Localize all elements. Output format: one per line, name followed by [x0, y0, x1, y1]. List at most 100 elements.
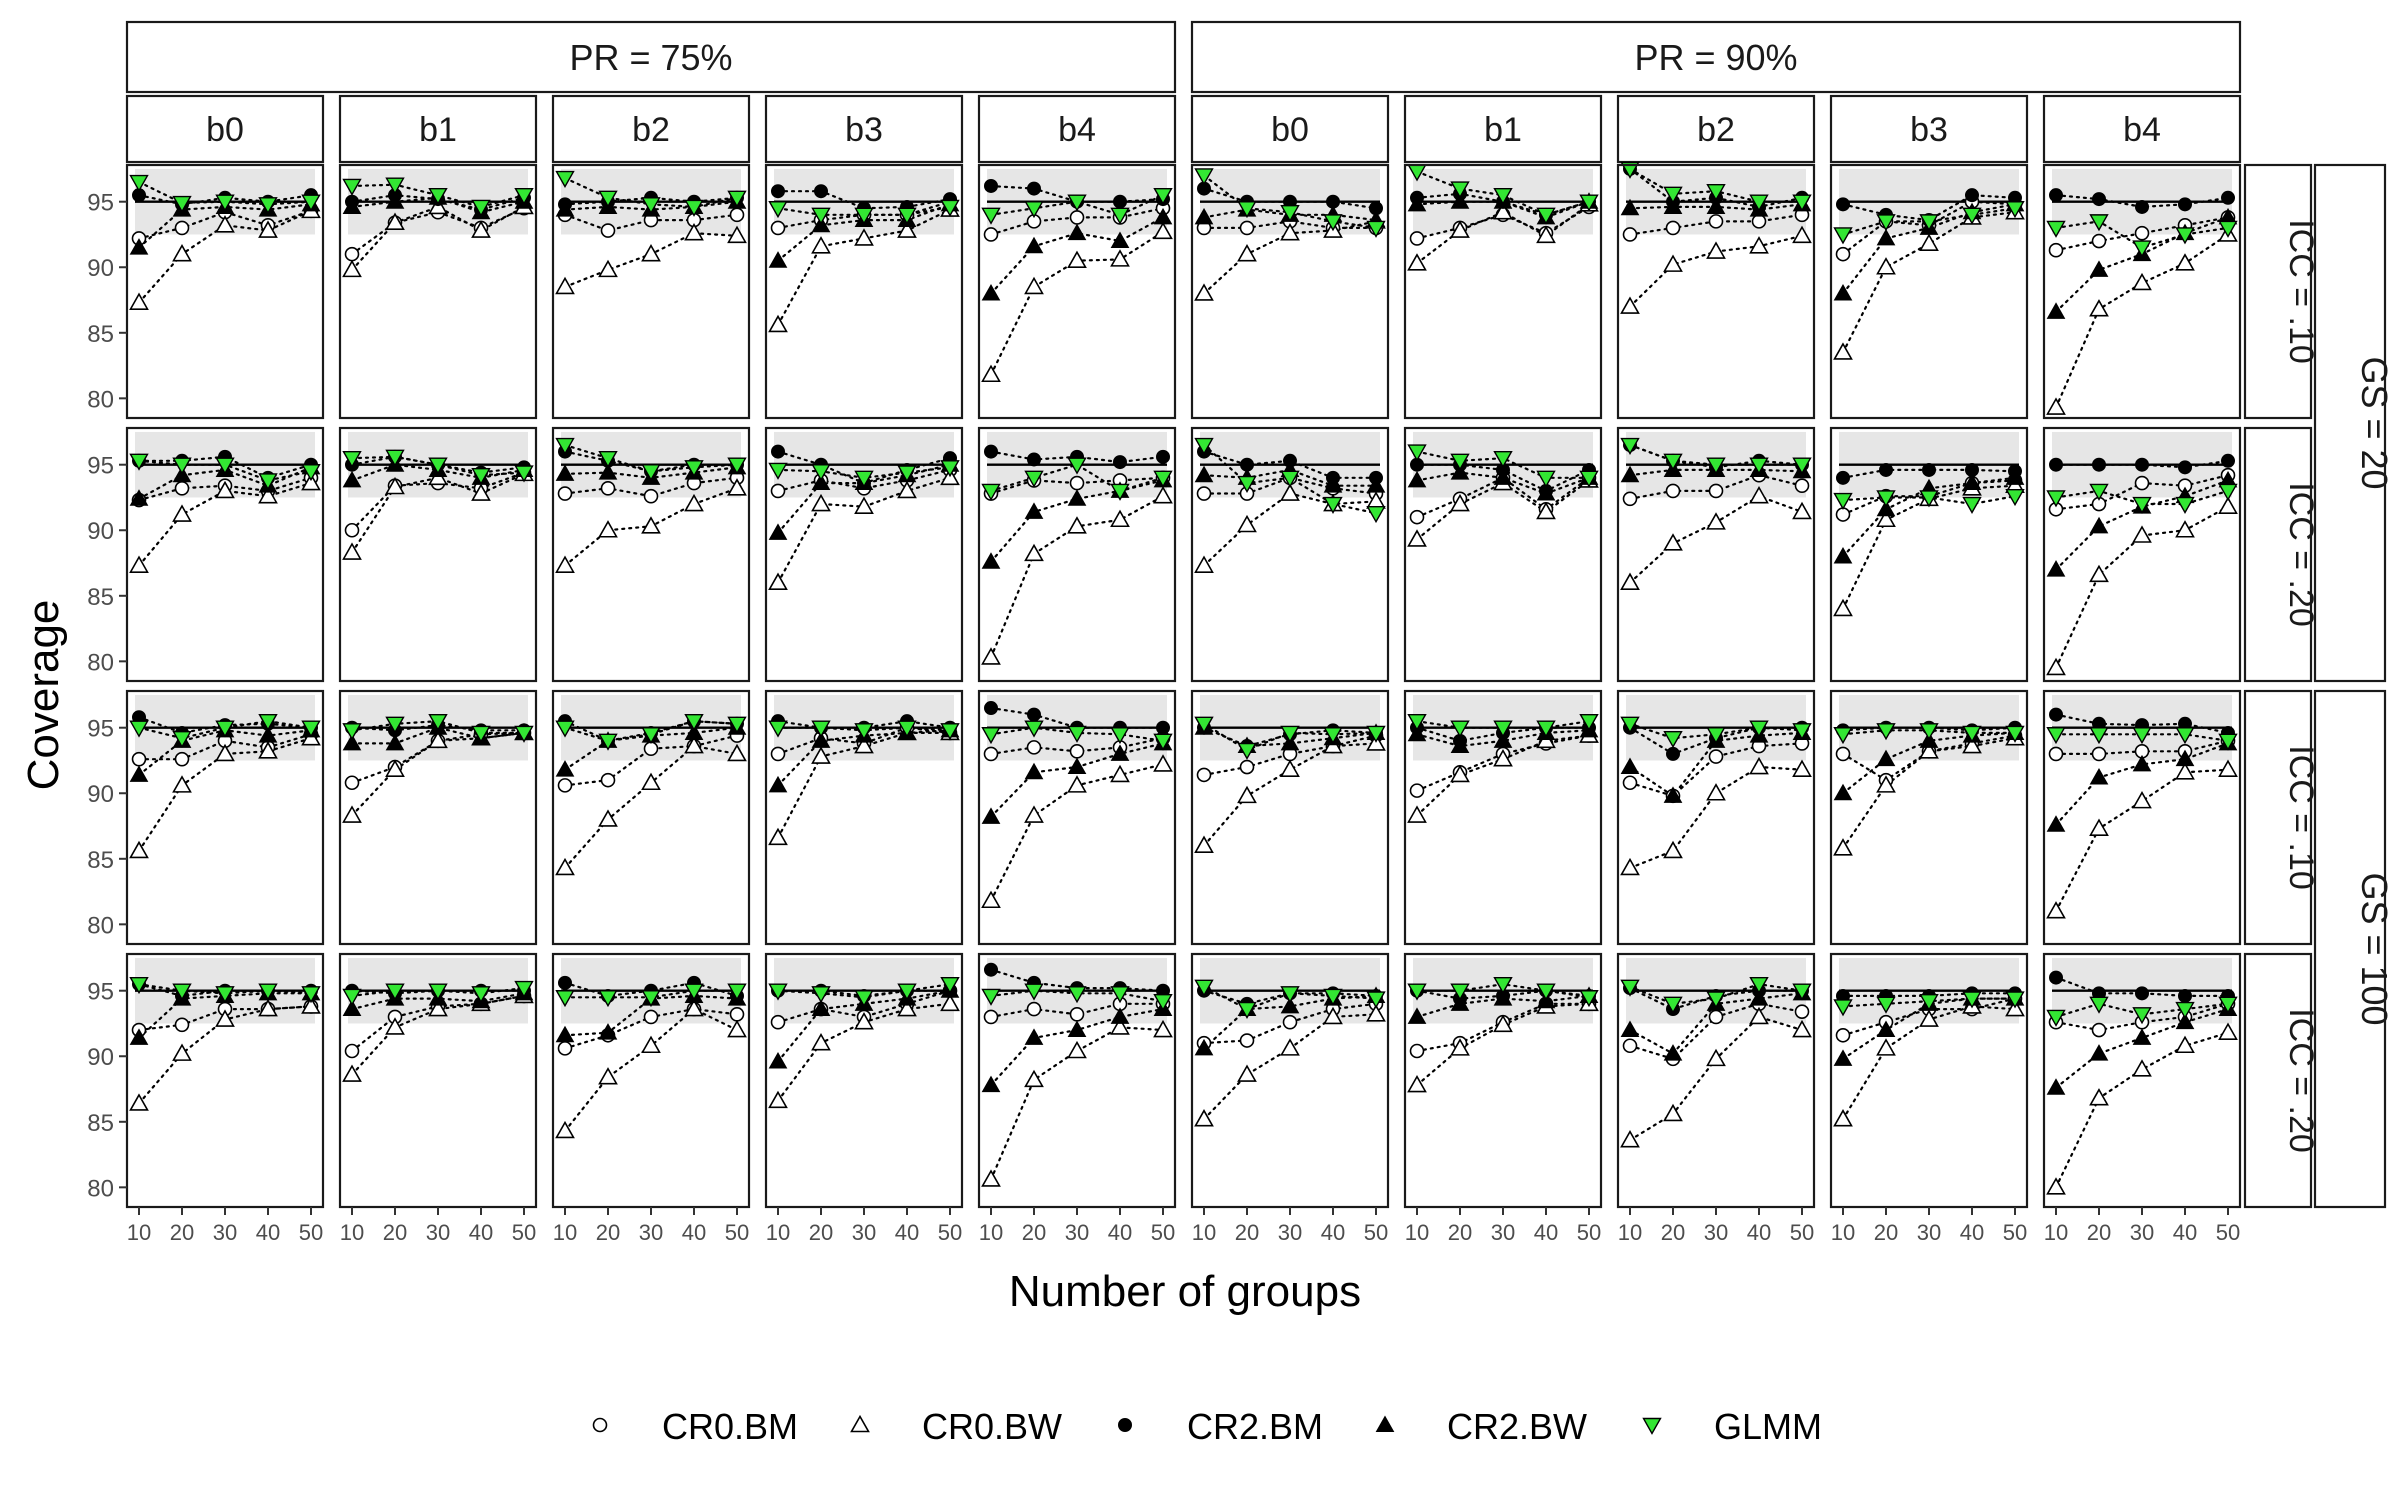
point-glmm [1792, 983, 1812, 1001]
point-glmm [854, 990, 874, 1008]
panel-border [1190, 426, 1390, 683]
x-tick-label: 30 [1917, 1220, 1941, 1245]
point-glmm [172, 195, 192, 213]
point-cr2-bw [342, 999, 362, 1017]
point-glmm [1067, 725, 1087, 743]
series-line-cr0-bm [1841, 734, 2017, 782]
point-cr2-bw [981, 552, 1001, 569]
point-cr2-bw [2132, 754, 2152, 772]
point-cr0-bw [1450, 764, 1470, 783]
point-cr2-bw [1110, 231, 1130, 249]
point-cr0-bw [598, 1067, 618, 1085]
point-cr0-bw [1536, 501, 1556, 520]
point-cr0-bw [1620, 296, 1640, 314]
series-line-cr0-bm [989, 207, 1165, 236]
point-cr0-bw [1450, 1038, 1470, 1056]
point-glmm [2046, 220, 2066, 238]
point-cr2-bw [1833, 1049, 1853, 1066]
x-tick-label: 50 [1577, 1220, 1601, 1245]
point-cr0-bw [1876, 775, 1896, 793]
point-cr0-bm [1409, 509, 1425, 525]
point-cr2-bm [1666, 746, 1680, 761]
point-cr0-bw [1067, 1040, 1087, 1059]
point-cr0-bm [1708, 214, 1724, 229]
point-cr2-bw [2175, 1012, 2195, 1030]
panel-border [977, 426, 1177, 683]
point-cr0-bm [1409, 783, 1425, 798]
x-tick-label: 10 [1192, 1220, 1216, 1245]
point-cr0-bw [1024, 276, 1044, 295]
point-cr2-bm [984, 701, 998, 716]
point-cr0-bm [1622, 775, 1638, 791]
point-glmm [1962, 496, 1982, 514]
point-glmm [2175, 496, 2195, 514]
panel-border [1403, 426, 1603, 683]
point-cr0-bw [2132, 790, 2152, 809]
point-cr0-bw [129, 840, 149, 859]
point-glmm [555, 990, 575, 1008]
point-glmm [2089, 727, 2109, 745]
point-glmm [897, 465, 917, 483]
series-line-cr0-bw [1415, 479, 1591, 541]
x-tick-label: 10 [553, 1220, 577, 1245]
panel-border [764, 426, 964, 683]
point-cr2-bw [555, 760, 575, 777]
strip-box-col [125, 94, 325, 164]
series-line-cr2-bw [1841, 731, 2017, 795]
legend-item-cr0-bm: CR0.BM [592, 1406, 798, 1447]
point-cr0-bw [2132, 1059, 2152, 1077]
point-cr0-bw [1237, 514, 1257, 533]
point-glmm [1237, 201, 1257, 219]
point-glmm [2089, 214, 2109, 232]
point-glmm [1280, 470, 1300, 488]
point-cr0-bw [1792, 1019, 1812, 1038]
point-cr0-bw [1407, 1074, 1427, 1093]
point-glmm [598, 450, 618, 469]
point-cr2-bw [1407, 194, 1427, 212]
point-cr2-bw [1620, 198, 1640, 216]
point-cr2-bw [555, 1025, 575, 1043]
point-cr0-bw [1153, 221, 1173, 240]
point-glmm [1792, 723, 1812, 741]
point-cr0-bw [1493, 202, 1513, 220]
series-line-cr2-bw [563, 726, 739, 771]
point-cr2-bw [1067, 757, 1087, 775]
point-cr2-bw [598, 1023, 618, 1040]
x-tick-label: 50 [512, 1220, 536, 1245]
point-glmm [129, 174, 149, 192]
point-cr2-bw [1749, 989, 1769, 1006]
series-line-cr2-bw [350, 992, 526, 1011]
point-cr0-bw [768, 572, 788, 590]
point-cr0-bw [1110, 1017, 1130, 1035]
point-glmm [129, 976, 149, 995]
point-glmm [684, 199, 704, 217]
point-glmm [811, 720, 831, 738]
x-tick-label: 30 [1491, 1220, 1515, 1245]
point-cr0-bm [344, 522, 360, 538]
point-glmm [1620, 979, 1640, 997]
point-cr0-bw [1407, 253, 1427, 271]
point-glmm [1407, 713, 1427, 732]
point-cr0-bw [981, 364, 1001, 383]
point-glmm [172, 730, 192, 749]
point-cr0-bw [1706, 783, 1726, 801]
series-line-cr0-bm [2054, 1002, 2230, 1032]
legend-label: CR0.BM [662, 1406, 798, 1447]
point-glmm [301, 720, 321, 738]
point-cr0-bm [1665, 220, 1681, 236]
panel-75-b4-100-10 [981, 701, 1173, 909]
x-tick-label: 40 [256, 1220, 280, 1245]
point-cr0-bw [1280, 759, 1300, 777]
point-cr0-bw [2089, 818, 2109, 836]
x-tick-label: 20 [1022, 1220, 1046, 1245]
point-cr2-bw [1407, 1007, 1427, 1024]
point-cr2-bm [814, 184, 828, 199]
panel-75-b3-100-10 [768, 714, 960, 846]
point-cr0-bw [1962, 735, 1982, 754]
point-cr0-bw [1876, 257, 1896, 275]
panel-75-b4-20-20 [981, 444, 1173, 665]
panel-border [1403, 163, 1603, 420]
point-glmm [2132, 727, 2152, 745]
point-glmm [1749, 194, 1769, 212]
point-cr0-bw [854, 496, 874, 514]
